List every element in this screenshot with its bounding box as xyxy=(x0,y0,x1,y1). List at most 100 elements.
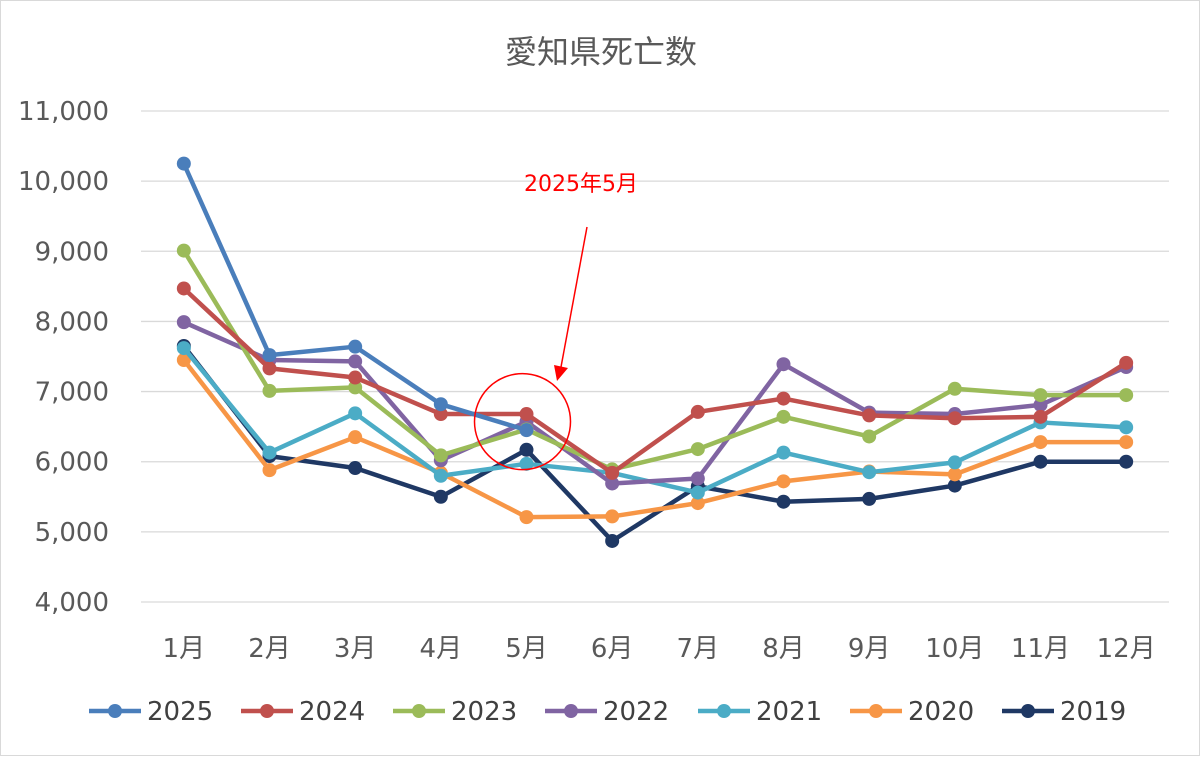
x-tick-label: 5月 xyxy=(505,634,548,664)
data-point-2021 xyxy=(862,465,877,480)
legend-label: 2023 xyxy=(451,697,517,727)
data-point-2021 xyxy=(262,445,277,460)
data-point-2023 xyxy=(1033,388,1048,403)
data-point-2024 xyxy=(1119,355,1134,370)
data-point-2024 xyxy=(690,404,705,419)
data-point-2023 xyxy=(776,409,791,424)
data-point-2022 xyxy=(690,471,705,486)
data-point-2020 xyxy=(690,496,705,511)
x-tick-label: 4月 xyxy=(420,634,463,664)
x-tick-label: 8月 xyxy=(762,634,805,664)
data-point-2023 xyxy=(947,381,962,396)
data-point-2025 xyxy=(519,423,534,438)
legend-marker xyxy=(260,704,274,718)
data-point-2023 xyxy=(1119,388,1134,403)
data-point-2020 xyxy=(348,430,363,445)
data-point-2021 xyxy=(433,468,448,483)
gridlines xyxy=(141,110,1169,603)
data-point-2020 xyxy=(1119,435,1134,450)
legend-marker xyxy=(564,704,578,718)
x-tick-label: 1月 xyxy=(163,634,206,664)
data-point-2025 xyxy=(348,339,363,354)
data-point-2019 xyxy=(433,489,448,504)
data-point-2024 xyxy=(262,361,277,376)
legend-label: 2025 xyxy=(147,697,213,727)
annotation-arrowhead xyxy=(554,365,568,381)
series-line-2023 xyxy=(181,249,1127,472)
legend-item-2020: 2020 xyxy=(850,697,974,727)
data-point-2024 xyxy=(519,407,534,422)
y-tick-label: 4,000 xyxy=(35,588,109,618)
series-line-2022 xyxy=(182,320,1128,486)
data-point-2024 xyxy=(776,391,791,406)
data-point-2024 xyxy=(947,411,962,426)
data-point-2024 xyxy=(862,408,877,423)
data-point-2021 xyxy=(1119,420,1134,435)
data-point-2021 xyxy=(176,341,191,356)
data-point-2023 xyxy=(862,429,877,444)
data-point-2020 xyxy=(776,474,791,489)
legend-marker xyxy=(869,704,883,718)
data-point-2019 xyxy=(348,461,363,476)
x-tick-label: 6月 xyxy=(591,634,634,664)
data-point-2019 xyxy=(605,533,620,548)
data-point-2024 xyxy=(1033,409,1048,424)
series-2024 xyxy=(176,281,1134,480)
data-point-2019 xyxy=(947,478,962,493)
data-point-2020 xyxy=(262,463,277,478)
legend-marker xyxy=(108,704,122,718)
data-point-2022 xyxy=(176,315,191,330)
x-tick-label: 3月 xyxy=(334,634,377,664)
series-2020 xyxy=(176,353,1134,525)
data-point-2024 xyxy=(348,370,363,385)
data-point-2019 xyxy=(519,442,534,457)
annotation-arrow-line xyxy=(560,226,588,368)
data-point-2022 xyxy=(776,357,791,372)
data-point-2025 xyxy=(176,156,191,171)
data-point-2020 xyxy=(176,353,191,368)
data-point-2025 xyxy=(262,348,277,363)
y-tick-label: 9,000 xyxy=(35,237,109,267)
annotation-label: 2025年5月 xyxy=(524,172,638,197)
data-point-2020 xyxy=(1033,435,1048,450)
data-point-2019 xyxy=(1033,454,1048,469)
data-point-2019 xyxy=(862,491,877,506)
data-point-2023 xyxy=(176,243,191,258)
series-line-2024 xyxy=(182,286,1128,476)
data-point-2024 xyxy=(433,407,448,422)
y-tick-label: 10,000 xyxy=(18,167,109,197)
legend-label: 2020 xyxy=(908,697,974,727)
annotation-2025-may: 2025年5月 xyxy=(473,172,638,471)
legend-label: 2019 xyxy=(1060,697,1126,727)
legend-item-2023: 2023 xyxy=(393,697,517,727)
x-tick-label: 11月 xyxy=(1011,634,1070,664)
data-point-2020 xyxy=(947,467,962,482)
y-tick-label: 5,000 xyxy=(35,518,109,548)
y-axis-tick-labels: 4,000 5,000 6,000 7,000 8,000 9,000 10,000 11,0… xyxy=(18,97,109,618)
data-point-2022 xyxy=(348,354,363,369)
y-tick-label: 6,000 xyxy=(35,448,109,478)
data-point-2021 xyxy=(947,455,962,470)
data-point-2021 xyxy=(690,485,705,500)
legend-item-2024: 2024 xyxy=(241,697,365,727)
legend-label: 2022 xyxy=(603,697,669,727)
data-point-2024 xyxy=(605,465,620,480)
x-tick-label: 9月 xyxy=(848,634,891,664)
legend-marker xyxy=(1021,704,1035,718)
legend-item-2019: 2019 xyxy=(1002,697,1126,727)
annotation-circle xyxy=(473,372,572,471)
y-tick-label: 11,000 xyxy=(18,97,109,127)
legend-label: 2021 xyxy=(756,697,822,727)
data-point-2023 xyxy=(348,380,363,395)
legend-item-2025: 2025 xyxy=(89,697,213,727)
series-line-2020 xyxy=(182,358,1127,520)
legend-marker xyxy=(412,704,426,718)
data-point-2020 xyxy=(605,509,620,524)
legend-item-2021: 2021 xyxy=(698,697,822,727)
y-tick-label: 8,000 xyxy=(35,307,109,337)
data-point-2025 xyxy=(433,397,448,412)
x-tick-label: 2月 xyxy=(248,634,291,664)
data-point-2021 xyxy=(519,456,534,471)
